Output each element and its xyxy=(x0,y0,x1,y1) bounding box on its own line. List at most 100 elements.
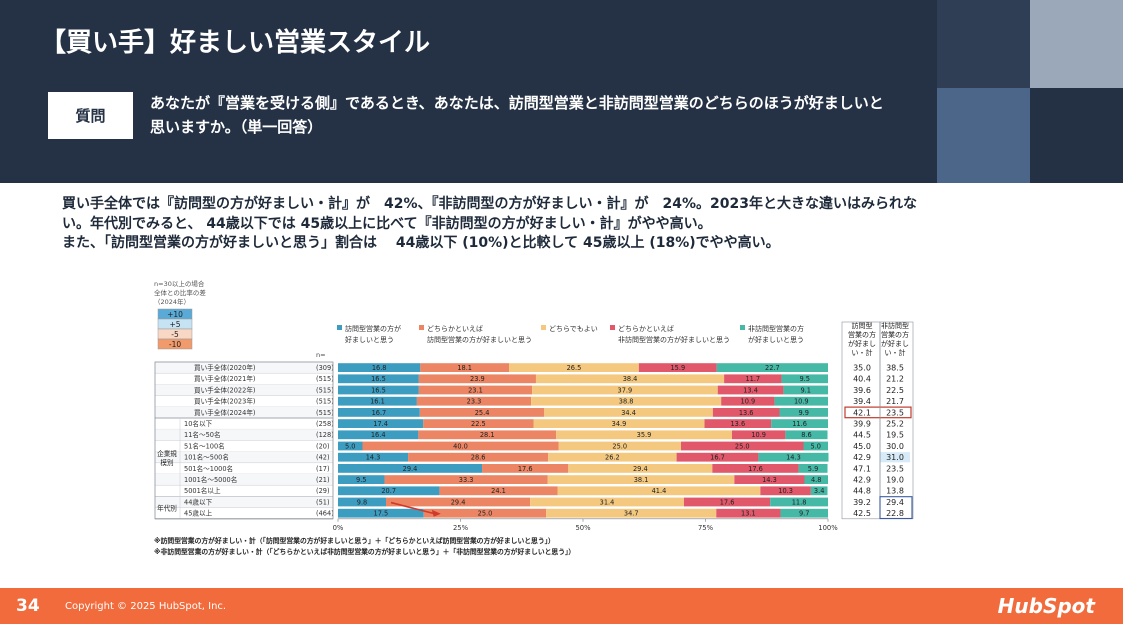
legend-label: 非訪問型営業の方が好ましいと思う xyxy=(618,335,730,344)
visit-total-value: 39.9 xyxy=(853,420,871,429)
bar-segment xyxy=(731,430,786,440)
chart-footnote: ※非訪問型営業の方が好ましい・計（「どちらかといえば非訪問型営業の方が好ましいと… xyxy=(154,547,575,556)
row-label: 買い手全体(2021年) xyxy=(194,374,256,383)
bar-segment xyxy=(386,497,531,507)
row-n: (464) xyxy=(316,510,334,518)
bar-value-label: 8.6 xyxy=(801,431,812,439)
bar-value-label: 14.3 xyxy=(762,476,777,484)
question-badge: 質問 xyxy=(48,92,133,139)
visit-total-value: 42.1 xyxy=(853,408,871,417)
bar-segment xyxy=(338,441,363,451)
bar-value-label: 11.7 xyxy=(745,375,760,383)
bar-value-label: 25.0 xyxy=(735,442,750,450)
legend-label: 好ましいと思う xyxy=(345,335,394,344)
bar-value-label: 22.7 xyxy=(765,364,780,372)
nonvisit-total-value: 22.5 xyxy=(886,386,904,395)
bar-segment xyxy=(546,508,717,518)
bar-value-label: 4.8 xyxy=(811,476,822,484)
row-n: (20) xyxy=(316,442,330,450)
bar-segment xyxy=(482,464,569,473)
row-n: (515) xyxy=(316,409,334,417)
row-label: 買い手全体(2023年) xyxy=(194,397,256,406)
bar-value-label: 28.1 xyxy=(480,431,495,439)
row-background xyxy=(155,429,333,441)
age-highlight-box xyxy=(879,496,913,520)
nonvisit-total-value: 21.2 xyxy=(886,375,904,384)
bar-segment xyxy=(758,452,829,462)
bar-segment xyxy=(717,385,784,395)
bar-segment xyxy=(734,475,805,484)
bar-segment xyxy=(338,363,421,372)
bar-segment xyxy=(420,363,510,372)
legend-label: 訪問型営業の方が xyxy=(345,324,401,333)
summary-header-visit: い・計 xyxy=(852,348,873,357)
nonvisit-total-value: 19.5 xyxy=(886,431,904,440)
bar-segment xyxy=(556,430,732,440)
legend-label: どちらかといえば xyxy=(618,324,674,333)
highlight-cell xyxy=(880,452,910,463)
diff-note: （2024年） xyxy=(154,297,190,306)
row-label: 101名～500名 xyxy=(184,453,229,462)
bar-segment xyxy=(531,396,722,406)
bar-segment xyxy=(785,430,828,440)
bar-value-label: 14.3 xyxy=(786,454,801,462)
row-n: (29) xyxy=(316,487,330,495)
bar-value-label: 16.7 xyxy=(372,409,387,417)
legend-label: どちらでもよい xyxy=(549,325,598,333)
bar-value-label: 5.0 xyxy=(345,442,356,450)
row-n: (515) xyxy=(316,386,334,394)
bar-segment xyxy=(338,497,387,507)
bar-value-label: 41.4 xyxy=(652,487,667,495)
nonvisit-total-value: 13.8 xyxy=(886,487,904,496)
page-title: 【買い手】好ましい営業スタイル xyxy=(40,28,431,58)
row-background xyxy=(155,451,333,463)
bar-value-label: 9.5 xyxy=(356,476,367,484)
row-background xyxy=(155,474,333,486)
bar-segment xyxy=(780,508,828,518)
visit-total-value: 39.2 xyxy=(853,498,871,507)
visit-total-value: 44.5 xyxy=(853,431,871,440)
bar-segment xyxy=(419,408,545,417)
bar-segment xyxy=(530,497,684,507)
legend-swatch xyxy=(610,325,615,330)
bar-value-label: 10.9 xyxy=(741,398,756,406)
bar-value-label: 28.6 xyxy=(471,454,486,462)
x-tick-label: 25% xyxy=(453,524,469,532)
highlight-box xyxy=(844,406,912,419)
summary-header-nonvisit: 非訪問型 xyxy=(881,321,909,330)
bar-segment xyxy=(712,464,799,473)
bar-segment xyxy=(439,486,558,496)
legend-label: が好ましいと思う xyxy=(748,335,804,344)
bar-value-label: 15.9 xyxy=(670,364,685,372)
trend-arrow xyxy=(390,501,435,515)
row-background xyxy=(155,362,333,374)
bar-segment xyxy=(544,408,713,417)
row-n: (128) xyxy=(316,431,334,439)
bar-value-label: 34.9 xyxy=(612,420,627,428)
bar-value-label: 17.5 xyxy=(374,510,389,518)
bar-value-label: 23.3 xyxy=(467,398,482,406)
bar-value-label: 29.4 xyxy=(451,498,466,506)
bar-segment xyxy=(716,508,781,518)
bar-segment xyxy=(724,374,782,384)
legend-label: 非訪問型営業の方 xyxy=(748,324,804,333)
bar-segment xyxy=(338,419,424,428)
visit-total-value: 45.0 xyxy=(853,442,871,451)
x-tick-label: 75% xyxy=(698,524,714,532)
bar-segment xyxy=(771,419,828,428)
bar-segment xyxy=(568,464,713,473)
legend-swatch xyxy=(541,325,546,330)
bar-value-label: 11.8 xyxy=(792,498,807,506)
diff-legend-label: -10 xyxy=(169,340,181,349)
row-n: (17) xyxy=(316,465,330,473)
legend-swatch xyxy=(419,325,424,330)
legend-swatch xyxy=(740,325,745,330)
bar-value-label: 14.3 xyxy=(366,454,381,462)
nonvisit-total-value: 25.2 xyxy=(886,420,904,429)
bar-segment xyxy=(338,452,409,462)
bar-value-label: 17.6 xyxy=(518,465,533,473)
visit-total-value: 39.4 xyxy=(853,397,871,406)
bar-segment xyxy=(532,385,718,395)
row-n: (258) xyxy=(316,420,334,428)
diff-legend-label: +5 xyxy=(169,320,180,329)
